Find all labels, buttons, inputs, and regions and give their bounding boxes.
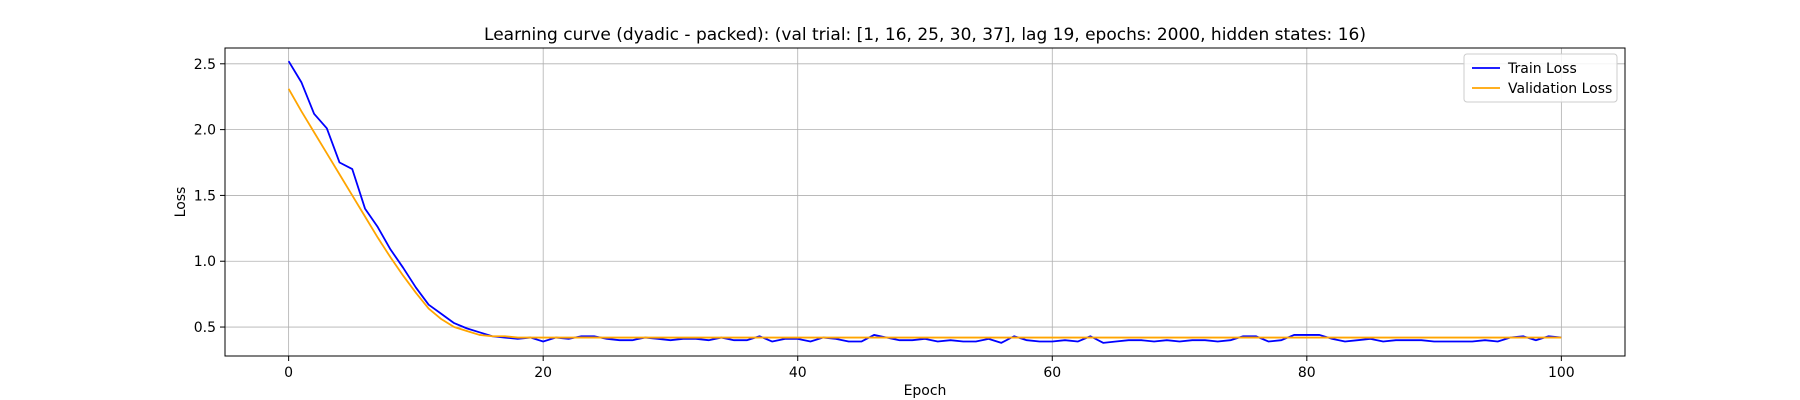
legend-label: Validation Loss (1508, 81, 1612, 97)
y-tick-label: 0.5 (194, 320, 216, 336)
chart-title: Learning curve (dyadic - packed): (val t… (484, 25, 1366, 45)
x-axis-ticks: 0 20 40 60 80 100 (284, 356, 1575, 381)
legend: Train Loss Validation Loss (1463, 53, 1618, 103)
y-tick-label: 2.5 (194, 57, 216, 73)
y-tick-label: 1.5 (194, 188, 216, 204)
series-layer (287, 60, 1562, 344)
x-tick-label: 0 (284, 365, 293, 381)
x-tick-label: 80 (1298, 365, 1316, 381)
x-axis-label: Epoch (904, 383, 947, 399)
y-tick-label: 2.0 (194, 123, 216, 139)
grid (225, 48, 1625, 356)
plot-area-frame (224, 47, 1626, 357)
y-axis-label: Loss (173, 187, 189, 218)
y-tick-label: 1.0 (194, 254, 216, 270)
series-line-validation-loss (287, 88, 1562, 339)
legend-label: Train Loss (1507, 61, 1577, 77)
x-tick-label: 100 (1548, 365, 1575, 381)
x-tick-label: 20 (534, 365, 552, 381)
x-tick-label: 60 (1043, 365, 1061, 381)
x-tick-label: 40 (789, 365, 807, 381)
legend-box (1463, 53, 1618, 103)
y-axis-ticks: 0.5 1.0 1.5 2.0 2.5 (194, 57, 225, 336)
